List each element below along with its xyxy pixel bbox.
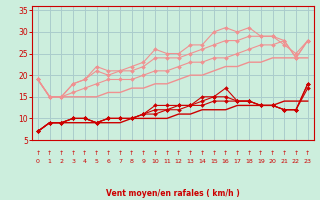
X-axis label: Vent moyen/en rafales ( km/h ): Vent moyen/en rafales ( km/h ) <box>106 189 240 198</box>
